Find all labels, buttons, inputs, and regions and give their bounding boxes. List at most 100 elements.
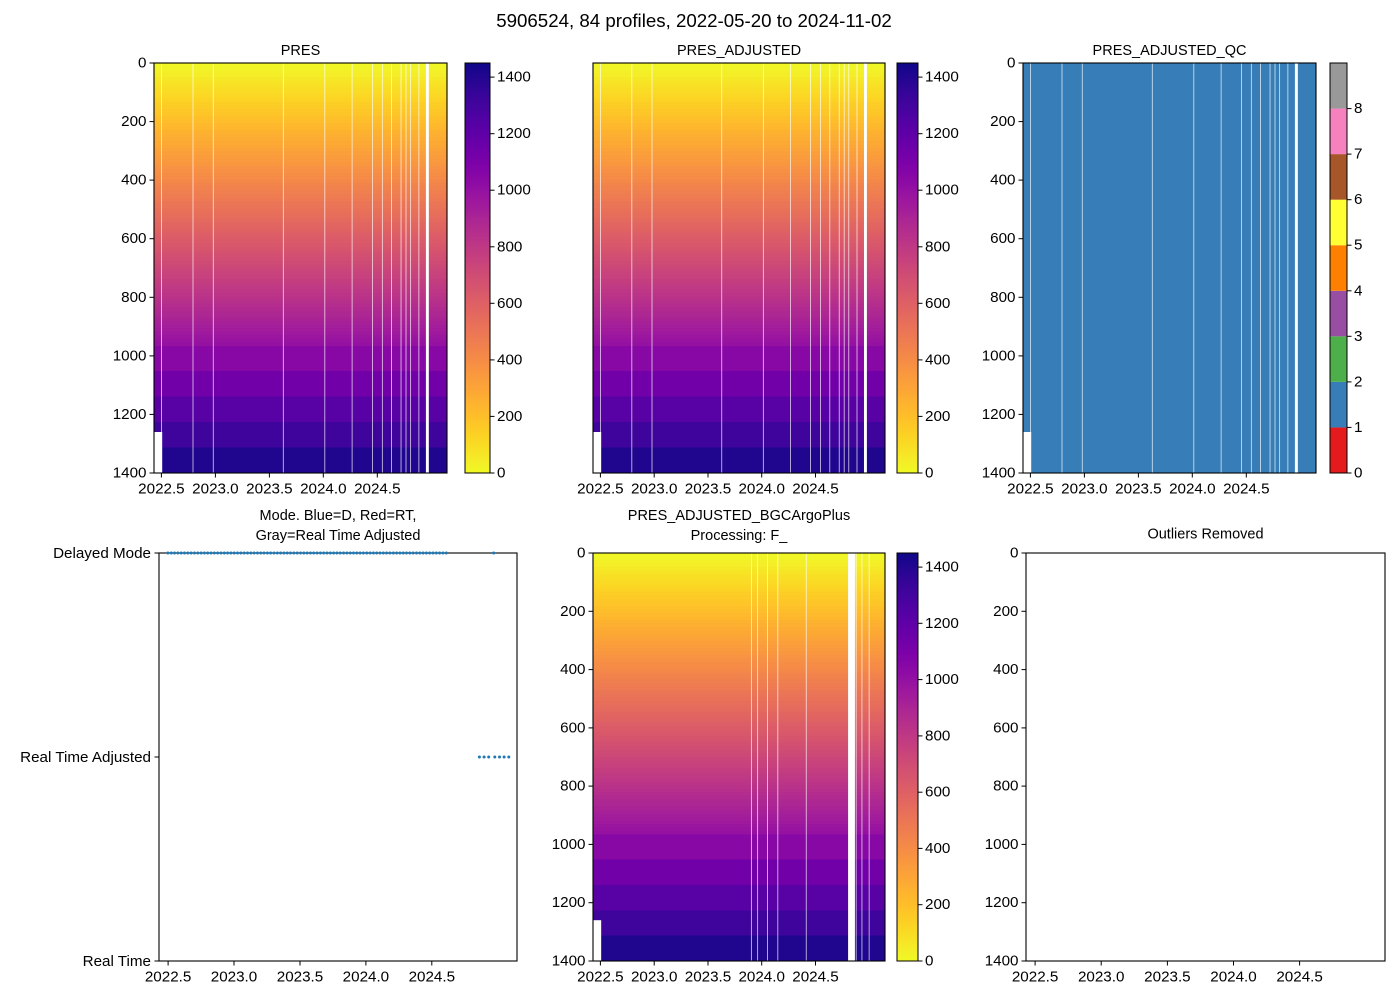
svg-text:400: 400	[121, 172, 146, 189]
svg-text:400: 400	[497, 351, 522, 368]
svg-text:400: 400	[560, 661, 585, 678]
svg-text:Outliers Removed: Outliers Removed	[1147, 527, 1263, 543]
svg-text:1400: 1400	[982, 465, 1016, 482]
svg-text:600: 600	[990, 230, 1015, 247]
svg-text:1400: 1400	[985, 953, 1019, 970]
svg-text:2023.5: 2023.5	[246, 481, 292, 498]
svg-text:5906524, 84 profiles, 2022-05-: 5906524, 84 profiles, 2022-05-20 to 2024…	[496, 10, 892, 31]
svg-text:8: 8	[1354, 100, 1362, 117]
svg-text:400: 400	[990, 172, 1015, 189]
svg-text:200: 200	[121, 113, 146, 130]
svg-text:2024.5: 2024.5	[409, 969, 455, 986]
svg-text:2022.5: 2022.5	[577, 969, 623, 986]
svg-text:2024.5: 2024.5	[1276, 969, 1322, 986]
svg-text:2024.0: 2024.0	[738, 969, 784, 986]
svg-text:1200: 1200	[497, 125, 531, 142]
svg-text:600: 600	[925, 295, 950, 312]
svg-text:5: 5	[1354, 237, 1362, 254]
svg-text:0: 0	[1010, 545, 1018, 562]
svg-text:1200: 1200	[925, 125, 959, 142]
svg-text:2023.5: 2023.5	[1144, 969, 1190, 986]
svg-text:1200: 1200	[552, 894, 586, 911]
svg-text:2024.5: 2024.5	[792, 969, 838, 986]
svg-text:Processing: F_: Processing: F_	[691, 528, 789, 544]
svg-text:1200: 1200	[113, 406, 147, 423]
svg-text:0: 0	[1007, 55, 1015, 72]
svg-text:2023.5: 2023.5	[685, 969, 731, 986]
svg-text:2022.5: 2022.5	[145, 969, 191, 986]
svg-text:1000: 1000	[925, 671, 959, 688]
svg-text:800: 800	[993, 778, 1018, 795]
svg-text:2023.5: 2023.5	[277, 969, 323, 986]
svg-text:6: 6	[1354, 191, 1362, 208]
svg-text:800: 800	[925, 727, 950, 744]
svg-text:1400: 1400	[497, 69, 531, 86]
svg-text:PRES_ADJUSTED: PRES_ADJUSTED	[677, 43, 801, 59]
svg-text:PRES: PRES	[281, 43, 321, 59]
svg-text:2024.0: 2024.0	[738, 481, 784, 498]
svg-text:800: 800	[925, 238, 950, 255]
svg-text:2023.5: 2023.5	[1115, 481, 1161, 498]
svg-text:1000: 1000	[497, 182, 531, 199]
svg-text:2023.0: 2023.0	[192, 481, 238, 498]
svg-text:1000: 1000	[985, 836, 1019, 853]
svg-text:0: 0	[138, 55, 146, 72]
svg-text:1400: 1400	[925, 559, 959, 576]
svg-text:800: 800	[497, 238, 522, 255]
svg-text:1: 1	[1354, 419, 1362, 436]
svg-text:Real Time: Real Time	[83, 953, 151, 970]
svg-text:400: 400	[925, 351, 950, 368]
svg-text:2023.0: 2023.0	[631, 481, 677, 498]
svg-text:Delayed Mode: Delayed Mode	[53, 545, 151, 562]
svg-text:2024.0: 2024.0	[1169, 481, 1215, 498]
svg-text:2024.5: 2024.5	[354, 481, 400, 498]
svg-text:600: 600	[993, 719, 1018, 736]
svg-text:0: 0	[577, 545, 585, 562]
svg-text:2023.0: 2023.0	[1078, 969, 1124, 986]
svg-text:200: 200	[990, 113, 1015, 130]
svg-text:600: 600	[497, 295, 522, 312]
svg-text:Mode. Blue=D, Red=RT,: Mode. Blue=D, Red=RT,	[260, 508, 417, 524]
svg-text:Real Time Adjusted: Real Time Adjusted	[20, 749, 151, 766]
svg-text:0: 0	[497, 465, 505, 482]
svg-text:1400: 1400	[113, 465, 147, 482]
svg-text:1200: 1200	[925, 615, 959, 632]
svg-text:1200: 1200	[982, 406, 1016, 423]
svg-text:2: 2	[1354, 373, 1362, 390]
svg-text:200: 200	[993, 603, 1018, 620]
svg-text:2022.5: 2022.5	[577, 481, 623, 498]
svg-text:2024.0: 2024.0	[1210, 969, 1256, 986]
svg-text:2024.5: 2024.5	[792, 481, 838, 498]
svg-text:200: 200	[497, 408, 522, 425]
svg-text:2024.0: 2024.0	[300, 481, 346, 498]
svg-text:200: 200	[925, 896, 950, 913]
svg-text:400: 400	[925, 840, 950, 857]
svg-text:7: 7	[1354, 146, 1362, 163]
svg-text:1400: 1400	[552, 953, 586, 970]
svg-text:0: 0	[1354, 465, 1362, 482]
svg-text:2024.0: 2024.0	[343, 969, 389, 986]
svg-text:4: 4	[1354, 282, 1362, 299]
svg-text:200: 200	[925, 408, 950, 425]
svg-text:1000: 1000	[552, 836, 586, 853]
svg-text:1000: 1000	[925, 182, 959, 199]
svg-text:800: 800	[560, 778, 585, 795]
svg-text:600: 600	[925, 784, 950, 801]
svg-text:0: 0	[925, 465, 933, 482]
svg-text:200: 200	[560, 603, 585, 620]
svg-text:1000: 1000	[982, 347, 1016, 364]
svg-text:3: 3	[1354, 328, 1362, 345]
svg-text:0: 0	[925, 953, 933, 970]
svg-text:600: 600	[560, 719, 585, 736]
svg-text:Gray=Real Time Adjusted: Gray=Real Time Adjusted	[256, 528, 421, 544]
svg-text:2023.5: 2023.5	[685, 481, 731, 498]
svg-text:1000: 1000	[113, 347, 147, 364]
svg-text:PRES_ADJUSTED_QC: PRES_ADJUSTED_QC	[1093, 43, 1247, 59]
svg-text:2022.5: 2022.5	[1007, 481, 1053, 498]
svg-text:800: 800	[990, 289, 1015, 306]
svg-text:600: 600	[121, 230, 146, 247]
svg-text:2024.5: 2024.5	[1223, 481, 1269, 498]
svg-text:1200: 1200	[985, 894, 1019, 911]
svg-text:2022.5: 2022.5	[138, 481, 184, 498]
svg-text:2023.0: 2023.0	[631, 969, 677, 986]
